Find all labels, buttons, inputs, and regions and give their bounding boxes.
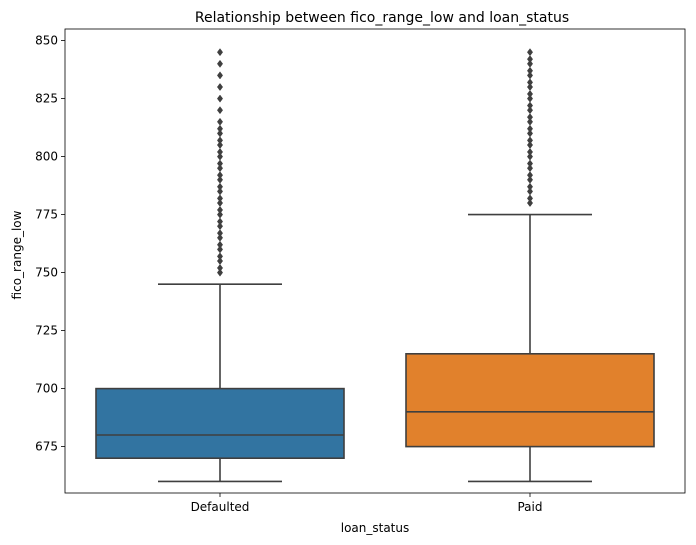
outlier-point xyxy=(216,82,224,92)
outlier-point xyxy=(216,187,224,196)
x-tick-label: Defaulted xyxy=(191,500,250,514)
outlier-point xyxy=(216,140,224,150)
x-axis-label: loan_status xyxy=(341,521,410,535)
outlier-point xyxy=(526,124,534,133)
outlier-point xyxy=(216,256,224,266)
outlier-point xyxy=(526,171,534,180)
outlier-point xyxy=(526,94,534,103)
outlier-point xyxy=(216,217,224,226)
outlier-point xyxy=(526,152,534,161)
outlier-point xyxy=(216,252,224,261)
y-axis: 675 700 725 750 775 800 825 850 xyxy=(35,34,65,454)
outlier-point xyxy=(216,171,224,180)
outlier-point xyxy=(526,187,534,196)
outlier-point xyxy=(216,198,224,208)
outlier-point xyxy=(526,48,534,57)
outlier-point xyxy=(526,66,534,75)
outlier-point xyxy=(216,182,224,191)
outlier-point xyxy=(216,222,224,231)
outlier-point xyxy=(526,71,534,80)
y-tick-label: 725 xyxy=(35,324,58,338)
chart-title: Relationship between fico_range_low and … xyxy=(195,10,569,26)
outlier-point xyxy=(216,71,224,80)
outlier-point xyxy=(216,136,224,145)
y-tick-label: 850 xyxy=(35,34,58,48)
box-defaulted xyxy=(95,48,345,483)
outlier-point xyxy=(216,210,224,219)
x-tick-label: Paid xyxy=(517,500,542,514)
outlier-point xyxy=(216,117,224,126)
y-tick-label: 750 xyxy=(35,266,58,280)
outlier-point xyxy=(526,194,534,203)
y-tick-label: 700 xyxy=(35,382,58,396)
y-tick-label: 775 xyxy=(35,208,58,222)
outlier-point xyxy=(216,48,224,57)
outlier-point xyxy=(526,175,534,184)
outlier-point xyxy=(216,94,224,103)
outlier-point xyxy=(526,82,534,92)
box-paid xyxy=(405,48,655,483)
outlier-point xyxy=(526,129,534,138)
outlier-point xyxy=(216,245,224,254)
outlier-point xyxy=(526,164,534,173)
y-tick-label: 800 xyxy=(35,150,58,164)
outlier-point xyxy=(216,263,224,272)
outlier-point xyxy=(526,106,534,115)
outlier-point xyxy=(216,194,224,203)
outlier-point xyxy=(216,229,224,238)
outlier-point xyxy=(526,136,534,145)
outlier-point xyxy=(526,198,534,208)
y-tick-label: 675 xyxy=(35,440,58,454)
x-axis: Defaulted Paid xyxy=(191,493,543,514)
outlier-point xyxy=(526,89,534,98)
plot-area xyxy=(64,28,686,494)
outlier-point xyxy=(216,129,224,138)
outlier-point xyxy=(216,106,224,115)
outlier-point xyxy=(526,55,534,64)
y-axis-label: fico_range_low xyxy=(10,210,24,299)
outlier-point xyxy=(216,152,224,161)
outlier-point xyxy=(526,78,534,87)
outlier-point xyxy=(216,233,224,242)
iqr-box xyxy=(405,352,655,448)
outlier-point xyxy=(526,59,534,68)
outlier-point xyxy=(216,124,224,133)
outlier-point xyxy=(526,147,534,156)
outlier-point xyxy=(216,164,224,173)
outlier-point xyxy=(526,101,534,110)
outlier-point xyxy=(216,175,224,184)
outlier-point xyxy=(216,205,224,214)
outlier-point xyxy=(216,59,224,68)
outlier-point xyxy=(216,147,224,156)
outlier-point xyxy=(526,159,534,168)
outlier-point xyxy=(526,117,534,126)
iqr-box xyxy=(95,387,345,460)
y-tick-label: 825 xyxy=(35,92,58,106)
outlier-point xyxy=(526,182,534,191)
outlier-point xyxy=(526,113,534,122)
plot-frame xyxy=(64,28,686,494)
outlier-point xyxy=(216,268,224,277)
outlier-point xyxy=(526,140,534,150)
outlier-point xyxy=(216,240,224,249)
outlier-point xyxy=(216,159,224,168)
